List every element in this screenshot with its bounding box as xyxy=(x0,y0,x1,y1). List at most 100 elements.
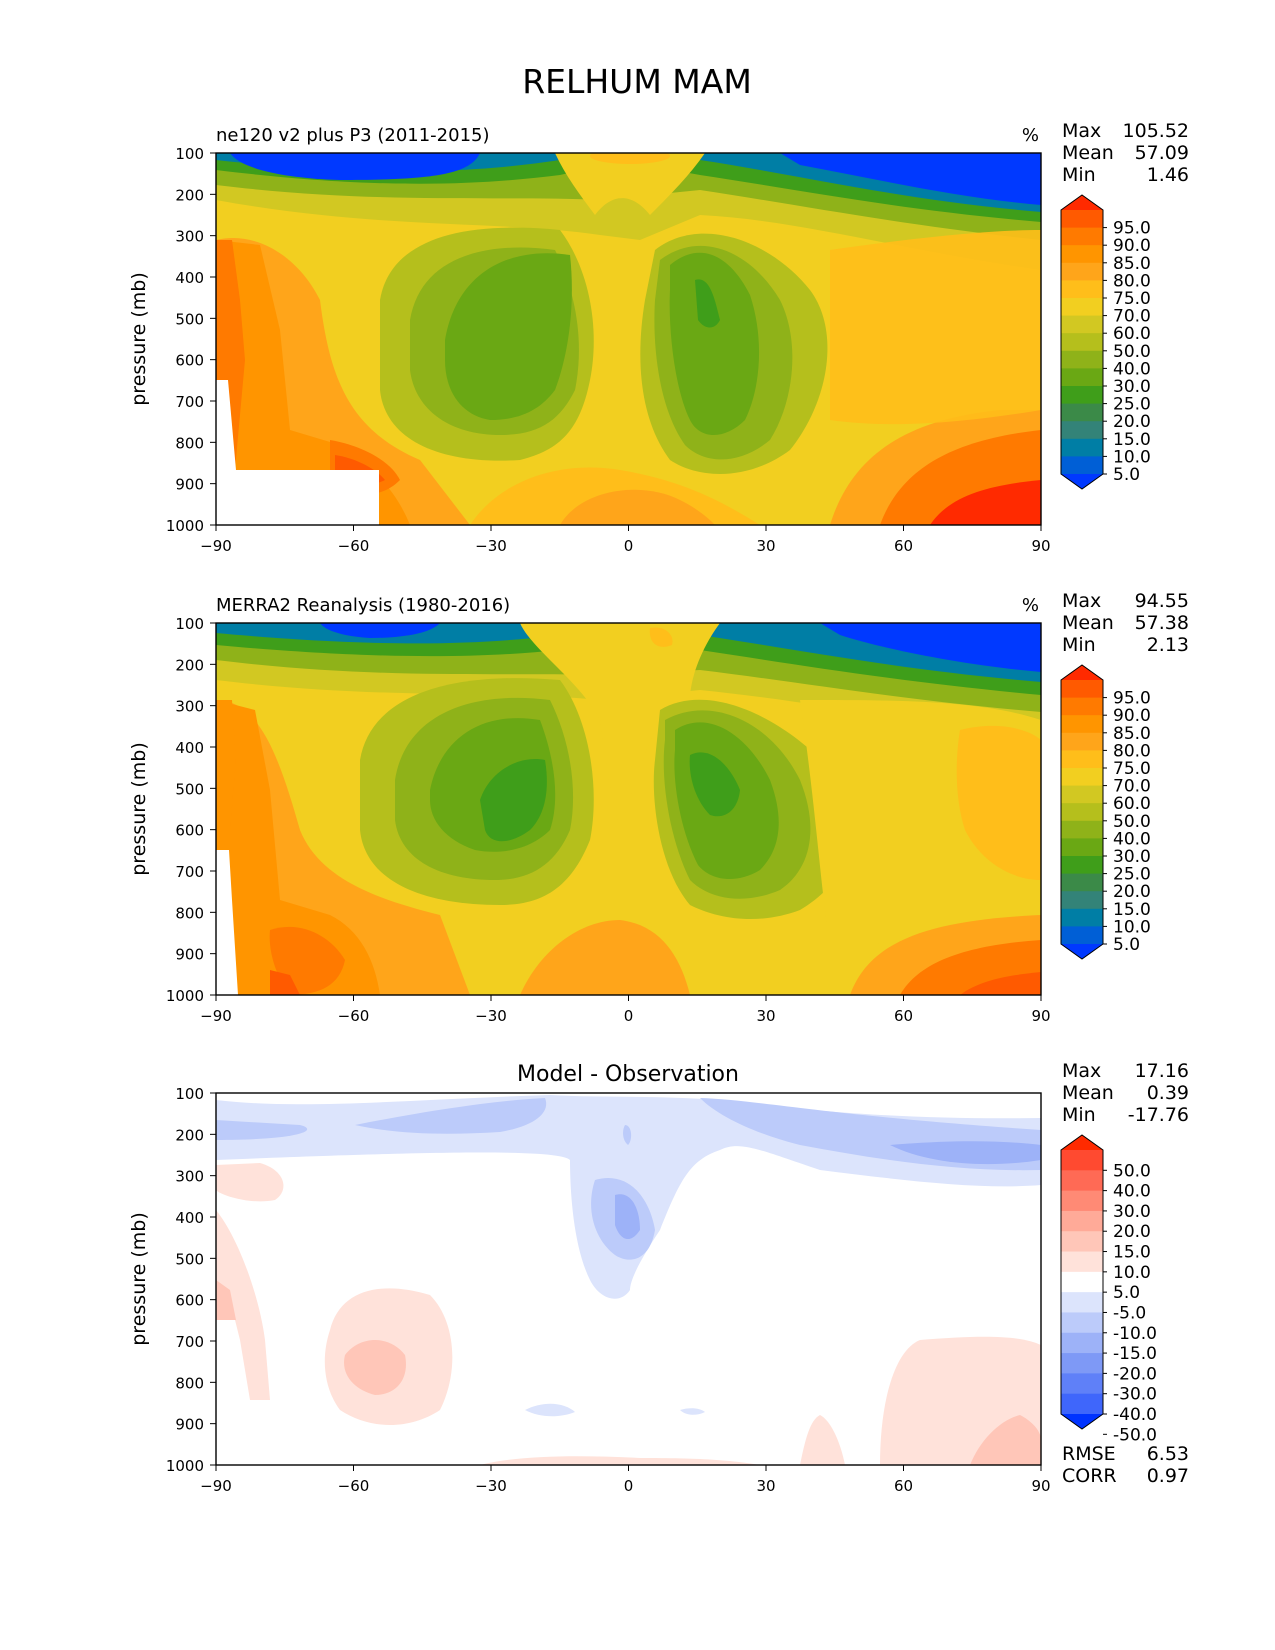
colorbar-band xyxy=(1061,227,1103,246)
x-tick-label: 30 xyxy=(756,1007,775,1025)
x-tick-label: 30 xyxy=(756,537,775,555)
colorbar-label: 30.0 xyxy=(1113,377,1151,397)
colorbar-label: 75.0 xyxy=(1113,759,1151,779)
field-pink-surface-center xyxy=(480,1456,760,1465)
x-tick-label: 90 xyxy=(1031,1007,1050,1025)
panel-diff-stats: Max 17.16 Mean 0.39 Min -17.76 xyxy=(1062,1060,1189,1126)
colorbar-label: -50.0 xyxy=(1113,1425,1157,1445)
colorbar-label: 10.0 xyxy=(1113,1263,1151,1283)
colorbar-label: 80.0 xyxy=(1113,271,1151,291)
field-center-small xyxy=(623,1125,632,1145)
colorbar-band xyxy=(1061,732,1103,751)
colorbar-band xyxy=(1061,768,1103,787)
colorbar-label: 95.0 xyxy=(1113,219,1151,239)
colorbar-band xyxy=(1061,262,1103,281)
colorbar-label: 90.0 xyxy=(1113,236,1151,256)
x-tick-label: 60 xyxy=(894,1007,913,1025)
x-tick-label: −90 xyxy=(200,1477,232,1495)
field-pink-right-strong xyxy=(970,1415,1041,1465)
colorbar-label: 20.0 xyxy=(1113,1222,1151,1242)
panel-diff-field xyxy=(216,1093,1041,1465)
colorbar-label: 60.0 xyxy=(1113,794,1151,814)
field-pink-left-strong xyxy=(216,1280,236,1320)
colorbar-band xyxy=(1061,333,1103,352)
y-tick-label: 900 xyxy=(175,1416,204,1434)
field-right-deep xyxy=(695,279,720,328)
colorbar-band xyxy=(1061,873,1103,892)
x-tick-label: 0 xyxy=(624,1477,634,1495)
colorbar-label: -20.0 xyxy=(1113,1364,1157,1384)
y-tick-label: 800 xyxy=(175,1374,204,1392)
panel-obs-ylabel: pressure (mb) xyxy=(128,742,150,876)
field-terrain xyxy=(216,1320,234,1400)
panel-obs-field xyxy=(216,623,1041,995)
colorbar-label: 5.0 xyxy=(1113,1283,1140,1303)
colorbar-label: 10.0 xyxy=(1113,917,1151,937)
field-right-upper-orange xyxy=(956,725,1041,880)
panel-obs-xticks: −90 −60 −30 0 30 60 90 xyxy=(200,995,1051,1025)
y-tick-label: 400 xyxy=(175,739,204,757)
stat-label: Max xyxy=(1062,590,1101,612)
panel-diff-yticks: 100 200 300 400 500 600 700 800 900 1000 xyxy=(166,1085,216,1475)
colorbar-label: 85.0 xyxy=(1113,724,1151,744)
colorbar-band xyxy=(1061,785,1103,804)
x-tick-label: −30 xyxy=(475,1007,507,1025)
x-tick-label: 30 xyxy=(756,1477,775,1495)
x-tick-label: −90 xyxy=(200,537,232,555)
colorbar-band xyxy=(1061,1210,1103,1232)
colorbar-band xyxy=(1061,438,1103,457)
x-tick-label: 0 xyxy=(624,537,634,555)
y-tick-label: 700 xyxy=(175,863,204,881)
colorbar-label: 50.0 xyxy=(1113,342,1151,362)
colorbar-band xyxy=(1061,838,1103,857)
colorbar-band xyxy=(1061,820,1103,839)
x-tick-label: 0 xyxy=(624,1007,634,1025)
colorbar-band xyxy=(1061,1271,1103,1293)
field-right-red xyxy=(960,972,1041,995)
panel-model-ylabel: pressure (mb) xyxy=(128,272,150,406)
metric-label: RMSE xyxy=(1062,1443,1116,1465)
field-top-orange xyxy=(590,153,670,164)
field-top-yellow xyxy=(555,153,705,215)
colorbar-band xyxy=(1061,803,1103,822)
y-tick-label: 700 xyxy=(175,1333,204,1351)
field-pink-left-edge xyxy=(216,1210,270,1400)
y-tick-label: 200 xyxy=(175,1126,204,1144)
colorbar-band xyxy=(1061,403,1103,422)
field-right-mid xyxy=(830,230,1041,425)
y-tick-label: 400 xyxy=(175,269,204,287)
field-upper-blue-right xyxy=(780,153,1041,205)
colorbar-band xyxy=(1061,386,1103,405)
field-center-deep xyxy=(615,1194,640,1240)
colorbar-label: 60.0 xyxy=(1113,324,1151,344)
x-tick-label: 90 xyxy=(1031,537,1050,555)
field-upper-teal xyxy=(216,623,1041,682)
x-tick-label: −60 xyxy=(338,1477,370,1495)
colorbar-label: -30.0 xyxy=(1113,1385,1157,1405)
y-tick-label: 900 xyxy=(175,946,204,964)
field-pink-mid-strong xyxy=(344,1340,406,1395)
colorbar-band xyxy=(1061,680,1103,699)
stat-label: Mean xyxy=(1062,1082,1114,1104)
stat-label: Mean xyxy=(1062,142,1114,164)
y-tick-label: 1000 xyxy=(166,517,204,535)
stat-value: 17.16 xyxy=(1135,1060,1189,1082)
colorbar-band xyxy=(1061,1170,1103,1192)
colorbar-label: 50.0 xyxy=(1113,1161,1151,1181)
field-right-red xyxy=(930,480,1041,525)
colorbar-label: 80.0 xyxy=(1113,741,1151,761)
colorbar-label: 50.0 xyxy=(1113,812,1151,832)
colorbar-band xyxy=(1061,856,1103,875)
colorbar-extend-min xyxy=(1061,474,1103,489)
x-tick-label: −30 xyxy=(475,1477,507,1495)
stat-value: 1.46 xyxy=(1147,164,1189,186)
colorbar-band xyxy=(1061,908,1103,927)
field-upper-blue-right xyxy=(820,623,1041,672)
colorbar-band xyxy=(1061,750,1103,769)
x-tick-label: 60 xyxy=(894,537,913,555)
y-tick-label: 300 xyxy=(175,1168,204,1186)
figure-title: RELHUM MAM xyxy=(522,62,752,101)
colorbar-band xyxy=(1061,1393,1103,1415)
field-surface-left-deep xyxy=(216,700,380,995)
panel-obs-colorbar: 95.090.085.080.075.070.060.050.040.030.0… xyxy=(1060,664,1151,960)
